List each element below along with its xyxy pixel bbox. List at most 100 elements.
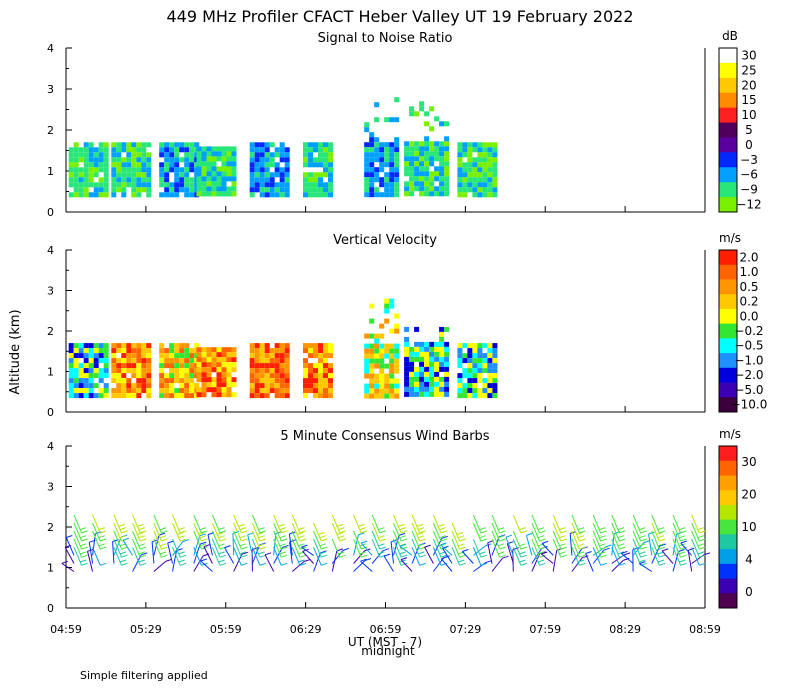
heatmap-cell bbox=[78, 383, 84, 389]
heatmap-cell bbox=[389, 343, 395, 349]
wind-barb bbox=[73, 530, 83, 550]
heatmap-cell bbox=[323, 167, 328, 173]
wind-barb-flag bbox=[258, 535, 265, 539]
heatmap-cell bbox=[93, 348, 99, 354]
wind-barb-flag bbox=[498, 551, 505, 555]
heatmap-cell bbox=[121, 162, 127, 168]
wind-barb-flag bbox=[537, 559, 545, 563]
heatmap-cell bbox=[264, 177, 270, 183]
heatmap-cell bbox=[159, 393, 165, 399]
heatmap-cell bbox=[487, 157, 493, 163]
heatmap-cell bbox=[264, 353, 270, 359]
heatmap-cell bbox=[249, 388, 255, 394]
heatmap-cell bbox=[221, 166, 227, 172]
heatmap-cell bbox=[254, 177, 260, 183]
heatmap-cell bbox=[116, 378, 122, 384]
wind-barb bbox=[487, 542, 493, 564]
heatmap-cell bbox=[211, 387, 217, 393]
heatmap-cell bbox=[201, 367, 207, 373]
heatmap-cell bbox=[73, 353, 79, 359]
heatmap-cell bbox=[424, 171, 430, 177]
heatmap-cell bbox=[434, 391, 440, 397]
wind-barb-flag bbox=[680, 538, 687, 542]
wind-barb-flag bbox=[600, 554, 607, 558]
heatmap-cell bbox=[444, 341, 450, 347]
heatmap-cell bbox=[439, 326, 445, 332]
heatmap-cell bbox=[303, 172, 308, 178]
heatmap-cell bbox=[221, 387, 227, 393]
wind-barb bbox=[592, 522, 602, 542]
heatmap-cell bbox=[179, 373, 185, 379]
wind-barb bbox=[531, 530, 540, 550]
wind-barb-flag bbox=[320, 550, 327, 554]
heatmap-cell bbox=[274, 373, 280, 379]
heatmap-cell bbox=[73, 383, 79, 389]
wind-barb-flag bbox=[178, 527, 185, 531]
heatmap-cell bbox=[254, 343, 260, 349]
heatmap-cell bbox=[196, 146, 202, 152]
heatmap-cell bbox=[68, 363, 74, 369]
wind-barb-flag bbox=[502, 555, 509, 559]
heatmap-cell bbox=[482, 393, 488, 399]
wind-barb bbox=[424, 546, 434, 564]
wind-barb-flag bbox=[100, 530, 107, 534]
heatmap-cell bbox=[318, 147, 323, 153]
heatmap-cell bbox=[419, 391, 425, 397]
wind-barb-flag bbox=[199, 543, 207, 547]
heatmap-cell bbox=[429, 171, 435, 177]
heatmap-cell bbox=[121, 177, 127, 183]
heatmap-cell bbox=[131, 157, 137, 163]
wind-barb-flag bbox=[259, 546, 267, 550]
wind-barb-flag bbox=[161, 538, 168, 542]
heatmap-cell bbox=[439, 356, 445, 362]
heatmap-cell bbox=[303, 152, 308, 158]
heatmap-cell bbox=[404, 156, 410, 162]
heatmap-cell bbox=[189, 157, 195, 163]
wind-barb-flag bbox=[319, 535, 326, 539]
heatmap-cell bbox=[141, 343, 147, 349]
heatmap-cell bbox=[231, 357, 237, 363]
heatmap-cell bbox=[93, 358, 99, 364]
heatmap-cell bbox=[323, 393, 328, 399]
heatmap-cell bbox=[121, 383, 127, 389]
wind-barb-flag bbox=[479, 551, 486, 555]
heatmap-cell bbox=[131, 363, 137, 369]
heatmap-cell bbox=[457, 363, 463, 369]
wind-barb bbox=[153, 522, 162, 542]
wind-barb-flag bbox=[121, 554, 128, 558]
heatmap-cell bbox=[216, 372, 222, 378]
heatmap-cell bbox=[121, 393, 127, 399]
heatmap-cell bbox=[111, 378, 117, 384]
wind-barb-flag bbox=[399, 551, 406, 555]
heatmap-cell bbox=[73, 157, 79, 163]
heatmap-cell bbox=[313, 147, 318, 153]
heatmap-cell bbox=[146, 368, 152, 374]
wind-barb-flag bbox=[659, 538, 666, 542]
heatmap-cell bbox=[226, 377, 232, 383]
heatmap-cell bbox=[284, 157, 290, 163]
heatmap-cell bbox=[254, 383, 260, 389]
wind-barb bbox=[651, 538, 660, 558]
wind-barb bbox=[390, 541, 394, 564]
heatmap-cell bbox=[179, 378, 185, 384]
heatmap-cell bbox=[429, 151, 435, 157]
heatmap-cell bbox=[226, 176, 232, 182]
heatmap-cell bbox=[492, 343, 498, 349]
heatmap-cell bbox=[259, 373, 265, 379]
heatmap-cell bbox=[73, 192, 79, 198]
heatmap-cell bbox=[121, 172, 127, 178]
heatmap-cell bbox=[68, 378, 74, 384]
y-tick-label: 1 bbox=[47, 165, 54, 178]
heatmap-cell bbox=[174, 343, 180, 349]
heatmap-cell bbox=[323, 182, 328, 188]
wind-barb bbox=[251, 538, 261, 558]
heatmap-cell bbox=[308, 177, 313, 183]
heatmap-cell bbox=[323, 157, 328, 163]
wind-barb-flag bbox=[400, 557, 408, 561]
heatmap-cell bbox=[196, 387, 202, 393]
heatmap-cell bbox=[78, 157, 84, 163]
wind-barb bbox=[371, 530, 381, 550]
heatmap-cell bbox=[409, 376, 415, 382]
wind-barb-flag bbox=[519, 551, 526, 555]
heatmap-cell bbox=[374, 117, 380, 123]
